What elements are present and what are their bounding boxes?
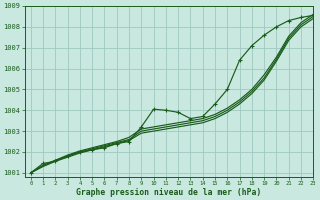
X-axis label: Graphe pression niveau de la mer (hPa): Graphe pression niveau de la mer (hPa) xyxy=(76,188,261,197)
